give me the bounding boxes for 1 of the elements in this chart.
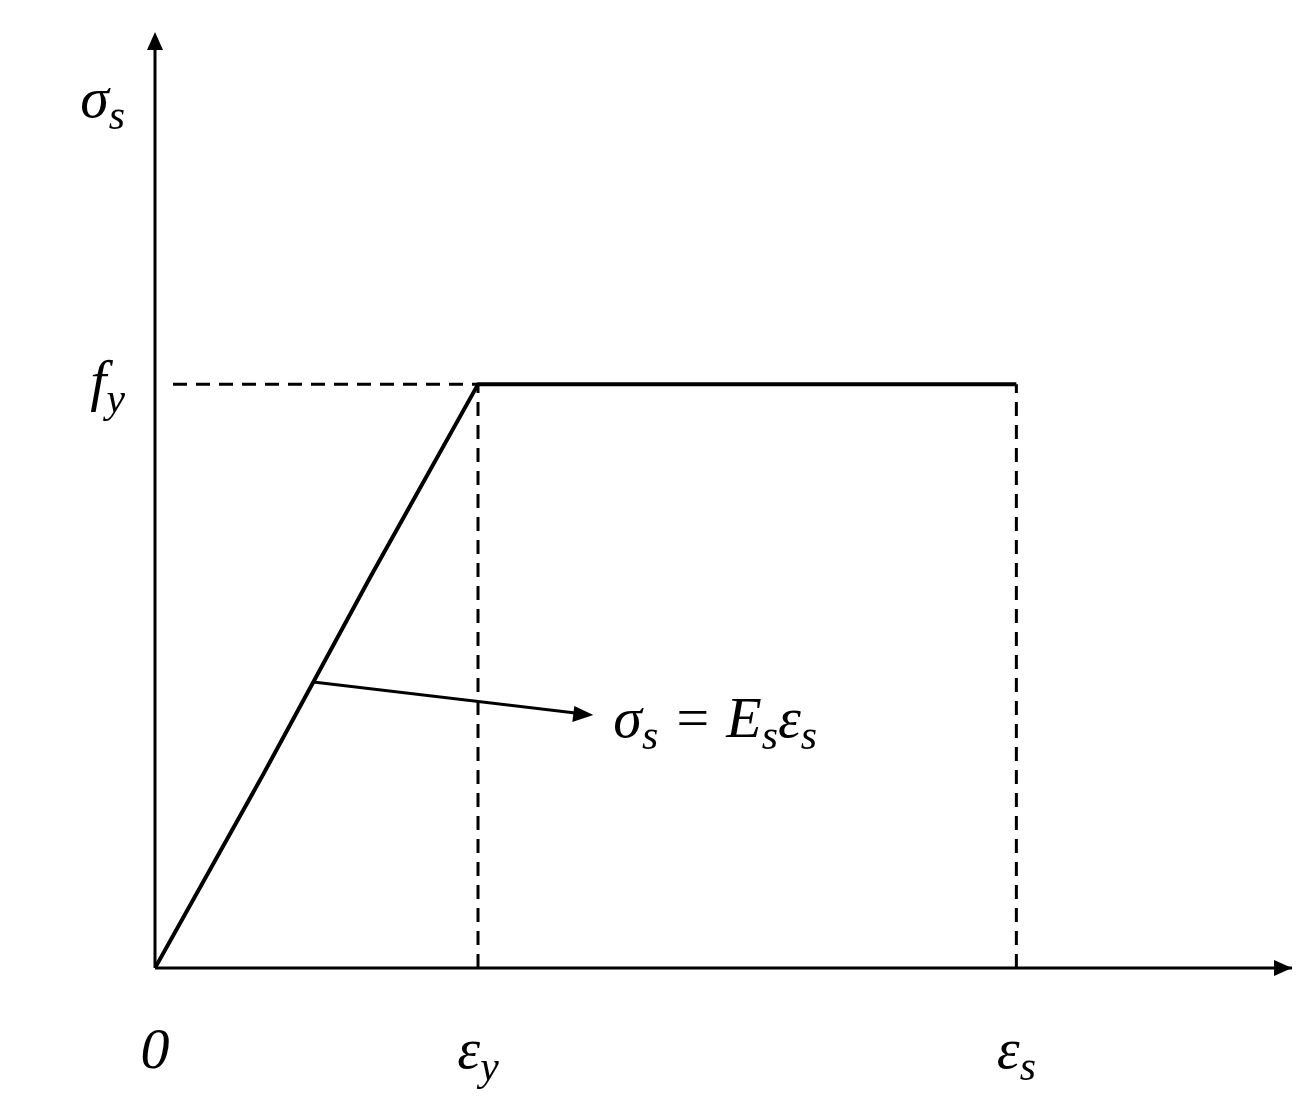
x-tick-label: 0 <box>140 1016 170 1082</box>
